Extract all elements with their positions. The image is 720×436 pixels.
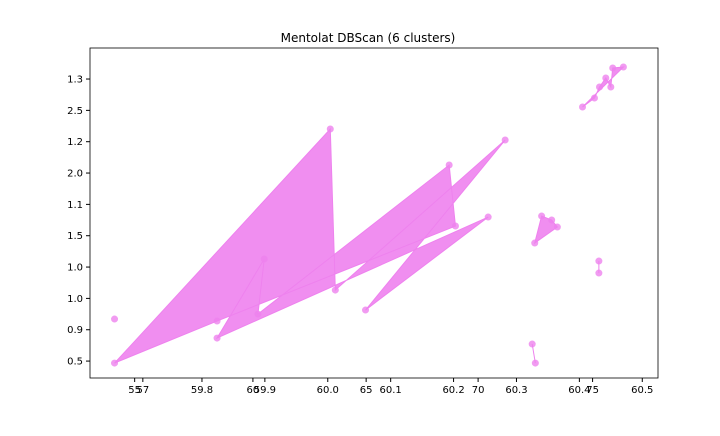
point <box>595 269 603 277</box>
y-tick-label: 1.0 <box>67 263 83 274</box>
x-tick-label: 59.9 <box>254 385 276 396</box>
x-tick-label: 60.5 <box>631 385 653 396</box>
plot-frame <box>89 47 659 379</box>
point <box>538 212 546 220</box>
point <box>111 315 119 323</box>
y-tick-label: 1.1 <box>67 200 83 211</box>
x-tick-label: 65 <box>360 385 373 396</box>
x-tick-label: 57 <box>136 385 149 396</box>
y-tick-label: 1.2 <box>67 137 83 148</box>
x-tick-label: 60.1 <box>380 385 402 396</box>
point <box>607 83 615 91</box>
x-tick-label: 55 <box>128 385 141 396</box>
point <box>602 74 610 82</box>
x-tick-label: 59.8 <box>191 385 213 396</box>
point <box>531 239 539 247</box>
y-tick-label: 2.0 <box>67 169 83 180</box>
y-tick-label: 0.5 <box>67 357 83 368</box>
point <box>579 103 587 111</box>
x-tick-label: 60.3 <box>505 385 527 396</box>
point <box>260 255 268 263</box>
x-tick-label: 60 <box>247 385 260 396</box>
point <box>609 64 617 72</box>
point <box>111 359 119 367</box>
y-tick-label: 2.5 <box>67 106 83 117</box>
chart-title: Mentolat DBScan (6 clusters) <box>281 31 456 45</box>
point <box>528 340 536 348</box>
x-tick-label: 60.2 <box>442 385 464 396</box>
point <box>595 257 603 265</box>
y-tick-label: 1.3 <box>67 75 83 86</box>
point <box>531 359 539 367</box>
point <box>326 125 334 133</box>
x-tick-label: 60.4 <box>568 385 590 396</box>
y-tick-label: 1.5 <box>67 231 83 242</box>
x-tick-label: 75 <box>586 385 599 396</box>
x-tick-label: 60.0 <box>317 385 339 396</box>
point <box>331 286 339 294</box>
point <box>619 63 627 71</box>
point <box>484 213 492 221</box>
x-tick-label: 70 <box>472 385 485 396</box>
point <box>501 136 509 144</box>
y-tick-label: 0.9 <box>67 325 83 336</box>
point <box>445 161 453 169</box>
point <box>254 310 262 318</box>
y-tick-label: 1.0 <box>67 294 83 305</box>
point <box>362 306 370 314</box>
point <box>590 94 598 102</box>
point <box>213 317 221 325</box>
point <box>596 83 604 91</box>
point <box>553 223 561 231</box>
point <box>451 222 459 230</box>
point <box>213 334 221 342</box>
point <box>548 216 556 224</box>
